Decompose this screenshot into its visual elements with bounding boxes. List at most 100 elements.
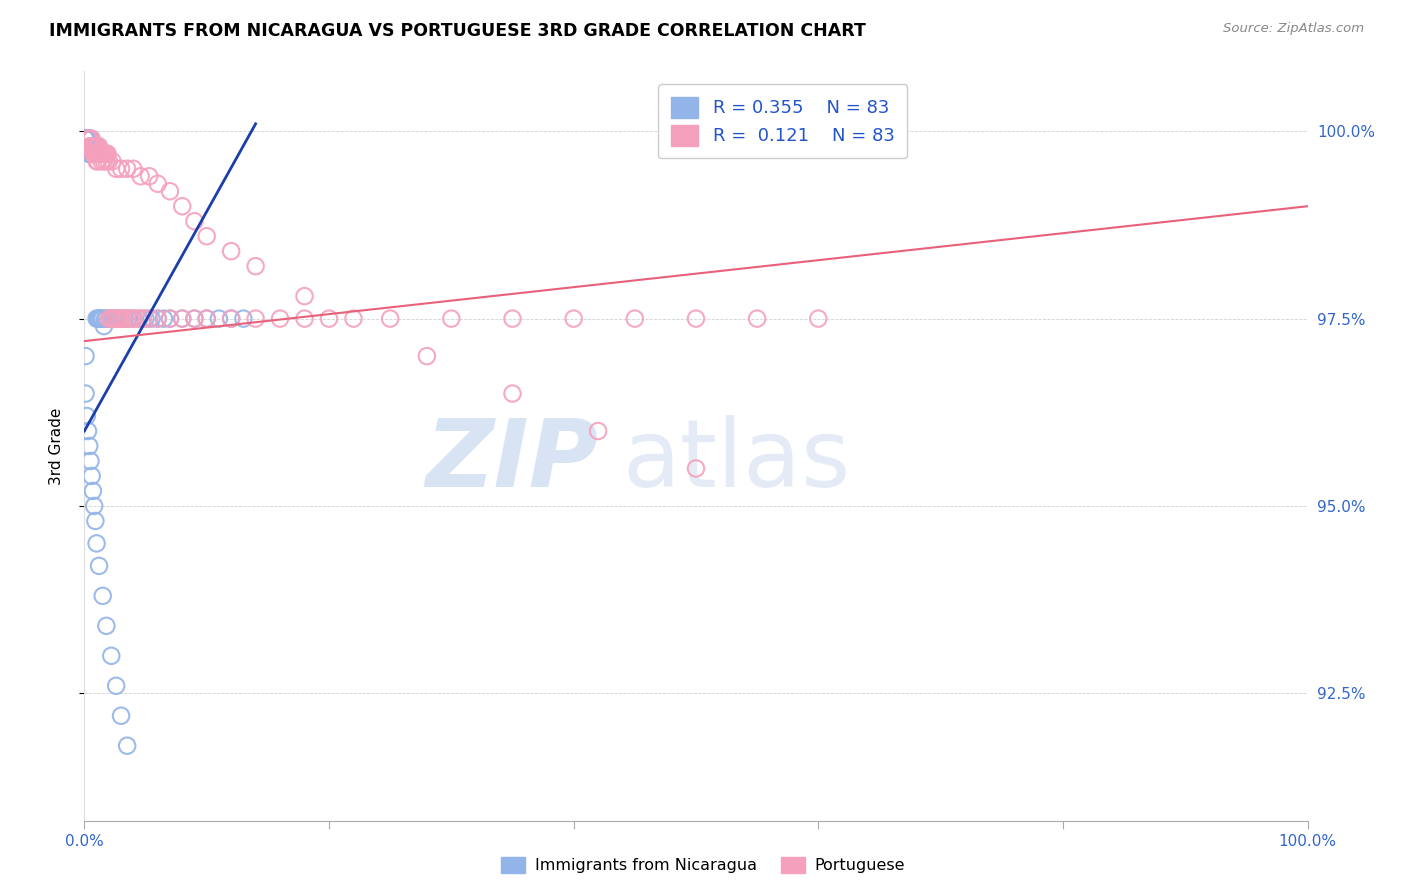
Point	[747, 311, 769, 326]
Point	[115, 739, 138, 753]
Point	[117, 311, 139, 326]
Point	[416, 349, 439, 363]
Point	[80, 139, 103, 153]
Point	[80, 469, 103, 483]
Text: Source: ZipAtlas.com: Source: ZipAtlas.com	[1223, 22, 1364, 36]
Point	[342, 311, 364, 326]
Point	[77, 132, 100, 146]
Point	[97, 146, 120, 161]
Point	[76, 132, 98, 146]
Point	[96, 311, 118, 326]
Point	[84, 146, 107, 161]
Point	[97, 311, 120, 326]
Point	[87, 146, 110, 161]
Point	[208, 311, 231, 326]
Point	[75, 386, 97, 401]
Point	[82, 139, 104, 153]
Point	[245, 259, 267, 273]
Point	[77, 132, 100, 146]
Point	[219, 311, 242, 326]
Point	[219, 311, 242, 326]
Point	[79, 139, 101, 153]
Point	[97, 311, 120, 326]
Point	[84, 514, 107, 528]
Point	[172, 311, 194, 326]
Point	[77, 132, 100, 146]
Point	[159, 311, 181, 326]
Point	[80, 132, 103, 146]
Point	[80, 139, 103, 153]
Text: ZIP: ZIP	[425, 415, 598, 507]
Point	[77, 439, 100, 453]
Point	[86, 146, 108, 161]
Point	[294, 311, 316, 326]
Point	[183, 214, 205, 228]
Point	[82, 146, 104, 161]
Point	[90, 311, 112, 326]
Point	[232, 311, 254, 326]
Point	[82, 139, 104, 153]
Point	[83, 146, 105, 161]
Point	[112, 311, 135, 326]
Point	[76, 132, 98, 146]
Point	[75, 132, 97, 146]
Point	[105, 311, 128, 326]
Point	[159, 311, 181, 326]
Point	[91, 146, 114, 161]
Point	[77, 132, 100, 146]
Point	[86, 311, 108, 326]
Point	[110, 311, 132, 326]
Point	[146, 311, 169, 326]
Point	[79, 146, 101, 161]
Point	[122, 311, 145, 326]
Point	[502, 311, 524, 326]
Point	[75, 132, 97, 146]
Point	[84, 139, 107, 153]
Point	[86, 139, 108, 153]
Point	[77, 132, 100, 146]
Point	[120, 311, 142, 326]
Legend: R = 0.355    N = 83, R =  0.121    N = 83: R = 0.355 N = 83, R = 0.121 N = 83	[658, 84, 907, 159]
Point	[107, 311, 129, 326]
Point	[82, 483, 104, 498]
Point	[77, 132, 100, 146]
Point	[110, 311, 132, 326]
Point	[94, 146, 117, 161]
Point	[195, 229, 218, 244]
Point	[132, 311, 155, 326]
Point	[79, 132, 101, 146]
Point	[141, 311, 163, 326]
Point	[80, 146, 103, 161]
Point	[146, 177, 169, 191]
Point	[77, 146, 100, 161]
Point	[79, 454, 101, 468]
Point	[83, 139, 105, 153]
Point	[82, 146, 104, 161]
Point	[159, 184, 181, 198]
Point	[79, 139, 101, 153]
Point	[83, 139, 105, 153]
Point	[83, 146, 105, 161]
Point	[93, 154, 115, 169]
Point	[127, 311, 149, 326]
Point	[135, 311, 157, 326]
Point	[294, 289, 316, 303]
Point	[122, 311, 145, 326]
Point	[89, 311, 111, 326]
Point	[91, 589, 114, 603]
Point	[107, 311, 129, 326]
Point	[75, 132, 97, 146]
Point	[83, 499, 105, 513]
Point	[75, 349, 97, 363]
Point	[87, 311, 110, 326]
Point	[79, 132, 101, 146]
Point	[115, 311, 138, 326]
Point	[100, 311, 122, 326]
Point	[128, 311, 150, 326]
Point	[685, 311, 707, 326]
Point	[122, 161, 145, 176]
Point	[84, 146, 107, 161]
Point	[562, 311, 585, 326]
Point	[76, 409, 98, 423]
Point	[138, 169, 160, 184]
